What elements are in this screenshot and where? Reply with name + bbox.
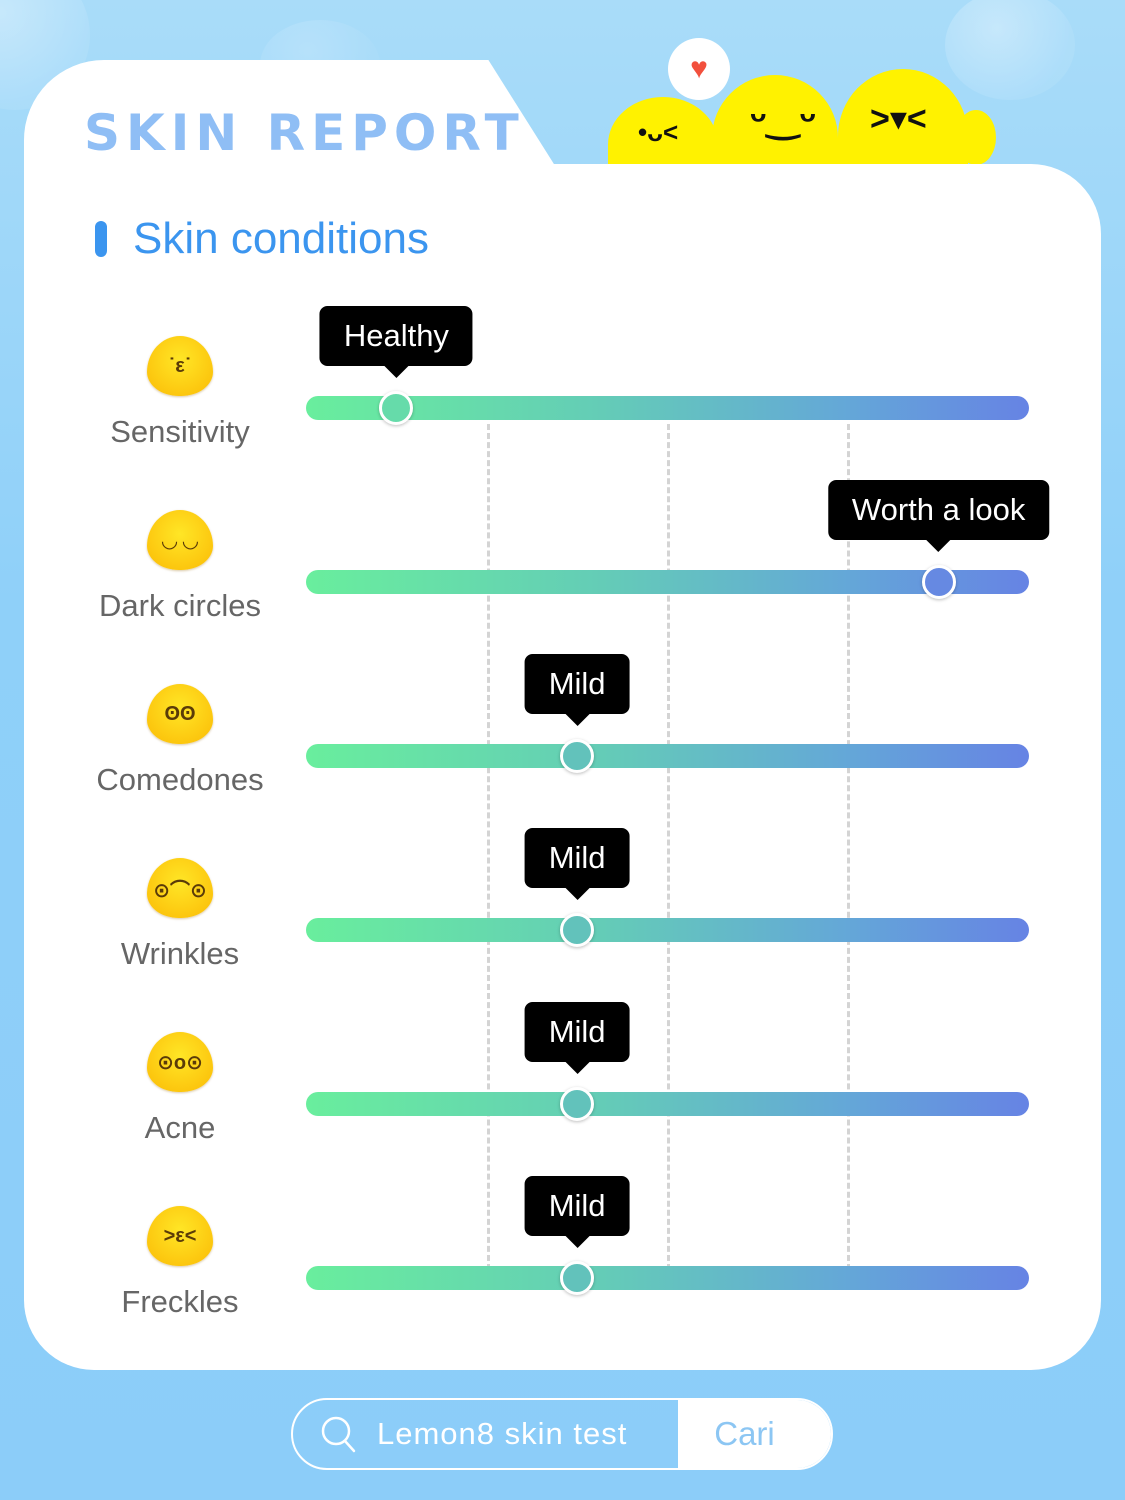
severity-track	[306, 396, 1029, 420]
page-title: SKIN REPORT	[84, 104, 525, 162]
condition-row: >ε< Freckles Mild	[0, 0, 1125, 1319]
severity-track	[306, 1092, 1029, 1116]
severity-knob	[560, 739, 595, 773]
condition-row: ⊙⌒⊙ Wrinkles Mild	[0, 0, 1125, 971]
search-icon	[321, 1416, 356, 1453]
level-tooltip: Worth a look	[827, 480, 1050, 552]
condition-row: ◡ ◡ Dark circles Worth a look	[0, 0, 1125, 623]
severity-knob	[560, 1087, 595, 1121]
level-tooltip: Mild	[524, 1176, 630, 1248]
severity-track	[306, 918, 1029, 942]
condition-label: Comedones	[96, 762, 264, 797]
condition-row: ʘʘ Comedones Mild	[0, 0, 1125, 797]
condition-label: Wrinkles	[120, 936, 240, 971]
severity-knob	[921, 565, 956, 599]
tired-face-icon: ◡ ◡	[147, 510, 213, 570]
covering-mouth-face-icon: ʘʘ	[147, 684, 213, 744]
heart-icon: ♥	[668, 38, 730, 100]
mascot-smiling: ᵕ‿ᵕ	[712, 75, 838, 165]
severity-knob	[560, 913, 595, 947]
mascot-group: •ᴗ< ᵕ‿ᵕ >▾<	[600, 40, 1000, 165]
severity-track	[306, 744, 1029, 768]
level-tooltip: Mild	[524, 828, 630, 900]
level-tooltip: Mild	[524, 1002, 630, 1074]
wrinkled-face-icon: ⊙⌒⊙	[147, 858, 213, 918]
section-accent-bar	[95, 221, 107, 257]
search-input[interactable]: Lemon8 skin test	[293, 1400, 678, 1468]
decorative-bubble	[945, 0, 1075, 100]
section-header: Skin conditions	[95, 214, 429, 264]
severity-knob	[560, 1261, 595, 1295]
level-tooltip: Mild	[524, 654, 630, 726]
kissing-face-icon: ˙ε˙	[147, 336, 213, 396]
condition-label: Sensitivity	[110, 414, 250, 449]
surprised-face-icon: ⊙o⊙	[147, 1032, 213, 1092]
level-tooltip: Healthy	[319, 306, 473, 378]
condition-label: Acne	[144, 1110, 216, 1145]
scale-divider	[847, 424, 850, 1270]
condition-row: ˙ε˙ Sensitivity Healthy	[0, 0, 1125, 449]
section-title: Skin conditions	[133, 214, 429, 263]
search-button[interactable]: Cari	[678, 1400, 831, 1468]
mascot-winking: •ᴗ<	[608, 97, 718, 165]
severity-track	[306, 1266, 1029, 1290]
mascot-waving-hand	[956, 110, 996, 165]
scale-divider	[487, 424, 490, 1270]
severity-knob	[379, 391, 414, 425]
condition-row: ⊙o⊙ Acne Mild	[0, 0, 1125, 1145]
squinting-face-icon: >ε<	[147, 1206, 213, 1266]
condition-label: Freckles	[121, 1284, 239, 1319]
search-bar[interactable]: Lemon8 skin test Cari	[291, 1398, 833, 1470]
severity-track	[306, 570, 1029, 594]
search-query: Lemon8 skin test	[377, 1416, 628, 1451]
condition-label: Dark circles	[99, 588, 261, 623]
scale-divider	[667, 424, 670, 1270]
